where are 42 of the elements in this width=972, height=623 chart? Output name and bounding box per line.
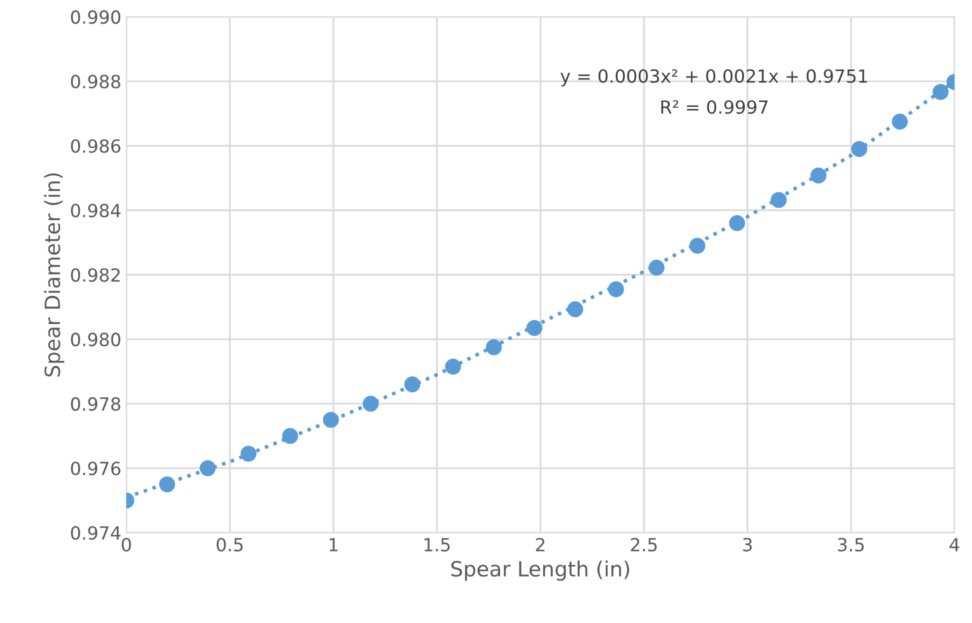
point [282, 428, 298, 444]
point [486, 339, 502, 356]
point [159, 476, 176, 492]
point [892, 114, 908, 130]
y-tick-label: 0.980 [71, 332, 120, 346]
y-axis-title: Spear Diameter (in) [44, 173, 64, 377]
point [200, 460, 216, 476]
annotation: R² = 0.9997 [661, 100, 768, 114]
x-tick-label: 1.5 [424, 538, 450, 552]
y-tick-label: 0.978 [71, 397, 120, 411]
point [404, 376, 420, 392]
y-tick-label: 0.988 [71, 74, 120, 88]
point [362, 396, 379, 412]
x-tick-label: 3 [743, 538, 752, 552]
y-tick-label: 0.986 [71, 139, 120, 153]
point [608, 281, 624, 298]
y-tick-label: 0.984 [71, 204, 120, 218]
annotation: y = 0.0003x² + 0.0021x + 0.9751 [560, 69, 867, 86]
point [851, 141, 868, 157]
point [567, 301, 584, 318]
point [648, 260, 665, 276]
y-tick-label: 0.976 [71, 462, 120, 476]
point [240, 446, 256, 462]
point [729, 215, 746, 232]
x-axis-title: Spear Length (in) [451, 560, 630, 581]
x-tick-label: 0 [122, 538, 131, 552]
y-tick-label: 0.982 [71, 268, 120, 282]
x-tick-label: 1 [330, 538, 338, 552]
point [770, 192, 787, 208]
point [810, 167, 826, 184]
point [526, 320, 542, 336]
y-tick-label: 0.990 [71, 10, 120, 24]
x-tick-label: 4 [950, 538, 960, 552]
point [322, 412, 339, 428]
y-tick-label: 0.974 [71, 526, 120, 540]
x-tick-label: 2 [536, 538, 544, 552]
point [689, 238, 706, 254]
x-tick-label: 2.5 [630, 538, 657, 552]
point [932, 84, 949, 100]
x-tick-label: 0.5 [216, 538, 243, 552]
x-tick-label: 3.5 [838, 538, 864, 552]
point [445, 358, 462, 375]
